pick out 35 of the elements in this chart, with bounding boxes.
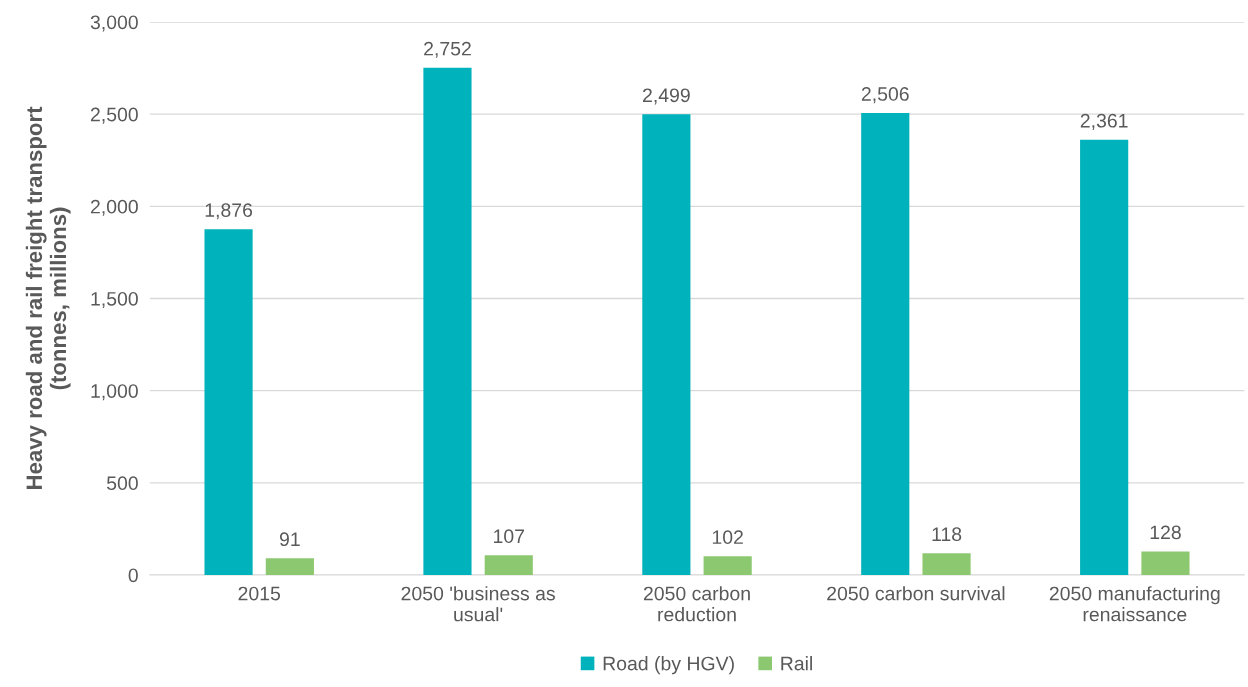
bar [1141,551,1190,576]
x-tick-label: 2050 carbon survival [827,586,1005,601]
data-label: 1,876 [205,203,253,220]
bar [1080,139,1129,576]
x-tick-label: 2050 'business as usual' [401,586,555,622]
y-tick-label: 1,500 [91,291,138,309]
data-label: 91 [279,532,300,547]
data-label: 2,752 [424,41,471,58]
data-label: 128 [1150,525,1181,540]
x-tick-label: 2050 manufacturing renaissance [1049,586,1220,622]
bar [265,558,314,576]
bar [922,553,971,576]
y-axis-title: Heavy road and rail freight transport (tonnes, millions) [25,106,71,490]
bar [423,67,472,576]
y-tick-label: 2,500 [90,107,138,124]
x-tick-label: 2015 [238,586,281,601]
data-label: 2,499 [643,88,690,105]
data-label: 107 [494,529,524,544]
data-label: 2,506 [861,87,909,104]
data-label: 102 [712,530,743,545]
bar [484,555,533,576]
y-tick-label: 500 [106,476,138,491]
data-label: 118 [932,527,962,542]
data-label: 2,361 [1080,113,1128,130]
y-tick-label: 0 [128,568,138,583]
x-tick-label: 2050 carbon reduction [643,586,750,622]
y-tick-label: 2,000 [90,199,138,216]
y-tick-label: 3,000 [90,15,138,32]
y-tick-label: 1,000 [91,384,138,401]
legend-label: Rail [781,656,812,671]
bar [204,229,253,576]
legend-label: Road (by HGV) [603,656,734,675]
bar [642,114,691,576]
bar [703,556,752,576]
bar [861,113,910,576]
